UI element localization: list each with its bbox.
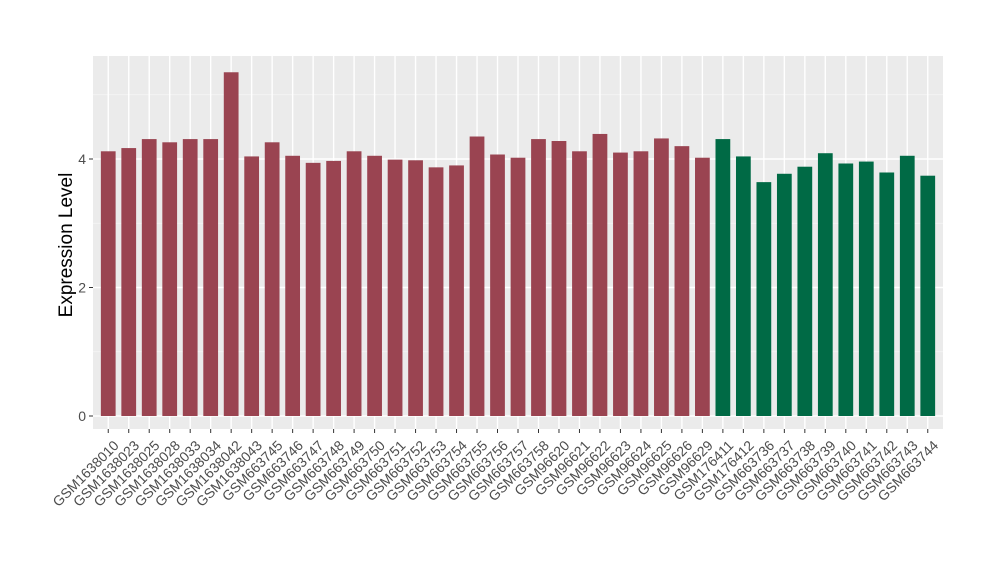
- bar-GSM176412: [735, 156, 751, 416]
- bar-GSM663741: [858, 161, 874, 416]
- bar-GSM663750: [367, 155, 382, 416]
- bar-GSM96623: [613, 152, 628, 416]
- bar-GSM663742: [879, 172, 895, 416]
- bar-GSM96621: [572, 151, 587, 417]
- bar-GSM96625: [654, 138, 669, 416]
- bar-GSM663746: [285, 155, 301, 416]
- bar-GSM663756: [490, 154, 505, 416]
- bar-GSM663740: [838, 163, 854, 416]
- bar-GSM663747: [305, 162, 321, 416]
- bar-GSM96622: [592, 133, 608, 416]
- bar-GSM663736: [756, 182, 772, 416]
- bars: [100, 72, 936, 417]
- bar-GSM663749: [346, 151, 362, 417]
- bar-GSM1638010: [100, 151, 116, 417]
- bar-GSM663744: [920, 175, 936, 416]
- y-axis-title: Expression Level: [56, 173, 77, 318]
- bar-GSM1638034: [203, 139, 219, 416]
- y-tick-label: 0: [78, 408, 86, 424]
- bar-GSM663739: [817, 153, 833, 416]
- bar-GSM663755: [469, 136, 485, 416]
- bar-GSM663738: [797, 166, 813, 416]
- bar-GSM663753: [428, 167, 444, 416]
- bar-GSM96629: [695, 157, 710, 416]
- bar-GSM663743: [899, 155, 915, 416]
- bar-GSM96626: [674, 146, 690, 416]
- bar-GSM663752: [408, 160, 423, 416]
- bar-GSM663757: [510, 157, 526, 416]
- bar-GSM1638023: [121, 148, 137, 416]
- bar-GSM1638043: [244, 156, 260, 416]
- y-axis: 0 2 4: [78, 151, 93, 424]
- bar-GSM176411: [715, 139, 731, 416]
- y-tick-label: 2: [78, 280, 86, 296]
- bar-GSM96624: [633, 151, 649, 417]
- y-tick-label: 4: [78, 151, 86, 167]
- bar-GSM663754: [449, 165, 464, 416]
- bar-GSM1638025: [141, 139, 157, 416]
- bar-GSM663737: [776, 173, 792, 416]
- bar-GSM663748: [326, 160, 341, 416]
- bar-GSM96620: [551, 141, 567, 416]
- bar-GSM1638028: [162, 142, 178, 417]
- bar-GSM1638042: [223, 72, 239, 416]
- bar-GSM1638033: [182, 139, 198, 416]
- x-axis: GSM1638010GSM1638023GSM1638025GSM1638028…: [49, 429, 941, 510]
- bar-GSM663758: [531, 139, 546, 416]
- bar-GSM663751: [387, 159, 403, 416]
- bar-GSM663745: [264, 142, 280, 417]
